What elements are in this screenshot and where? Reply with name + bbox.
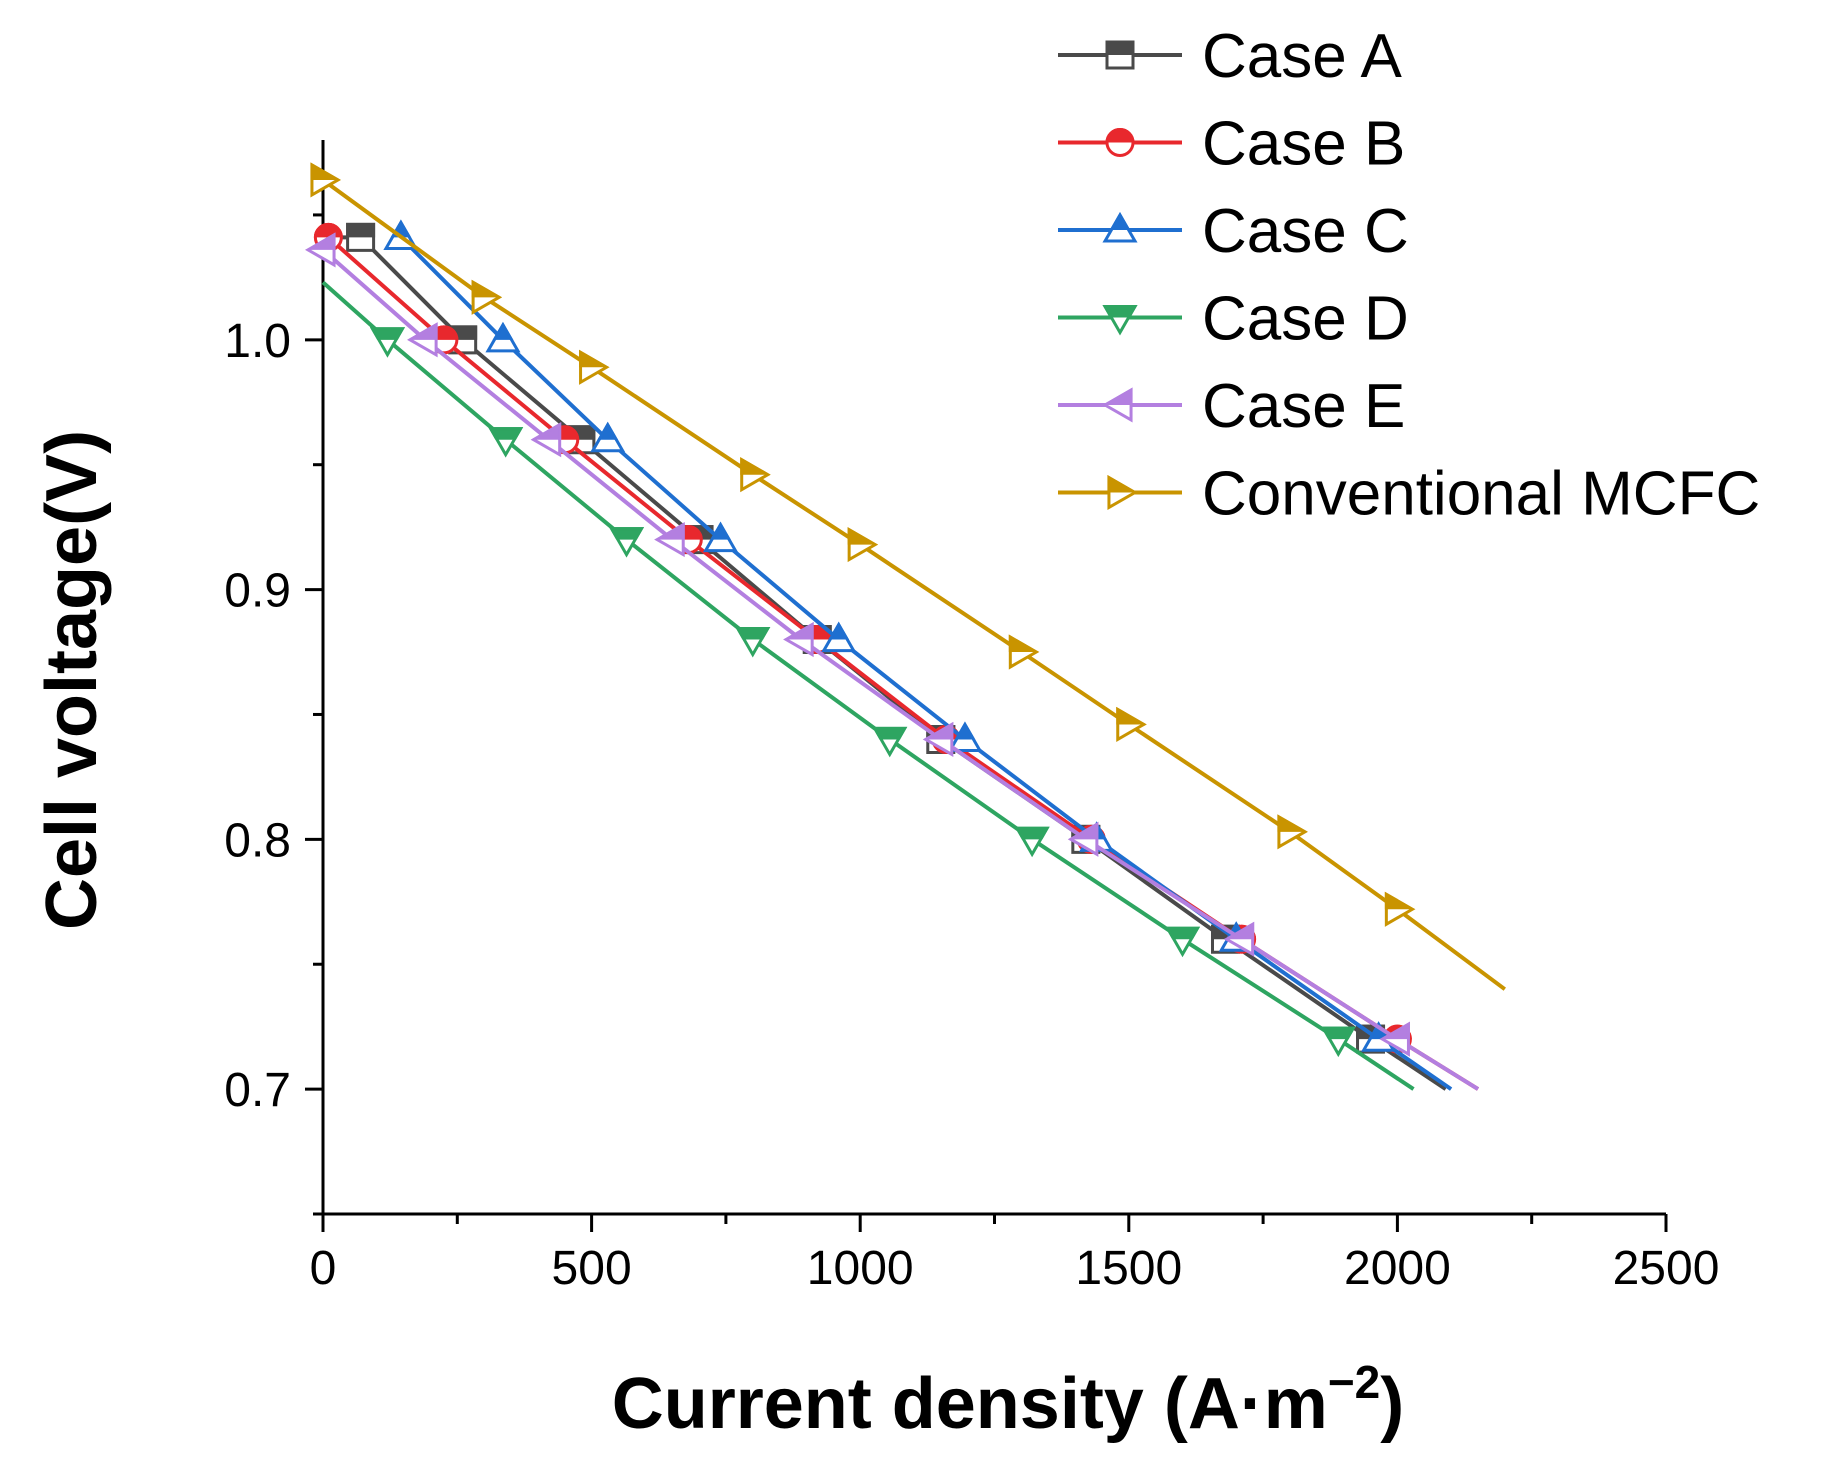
legend-label: Conventional MCFC	[1202, 460, 1760, 529]
marker	[369, 327, 406, 358]
marker	[1067, 821, 1099, 857]
series-case-a	[323, 222, 1447, 1091]
legend-item: Case A	[1058, 22, 1403, 91]
legend-item: Case B	[1058, 110, 1405, 179]
marker	[579, 349, 610, 385]
marker	[488, 427, 524, 458]
series-line	[399, 235, 1453, 1091]
marker	[1107, 474, 1138, 511]
marker	[735, 626, 771, 658]
marker	[1102, 212, 1138, 243]
marker	[922, 721, 954, 757]
legend-label: Case C	[1202, 197, 1409, 266]
marker	[305, 232, 336, 268]
marker	[872, 726, 908, 758]
marker	[1379, 1021, 1410, 1057]
legend: Case A Case B Case C Case D Case E Convention…	[1058, 22, 1760, 529]
legend-item: Case C	[1058, 197, 1409, 266]
legend-label: Case E	[1202, 372, 1405, 441]
marker	[485, 321, 521, 353]
marker	[740, 457, 771, 493]
y-tick-label: 0.7	[224, 1064, 291, 1117]
x-tick-label: 1000	[807, 1242, 914, 1295]
series-case-e	[305, 232, 1480, 1091]
marker	[471, 279, 503, 315]
series-line	[321, 280, 1415, 1091]
marker	[1014, 826, 1050, 858]
marker	[821, 621, 857, 653]
series-conventional-mcfc	[310, 162, 1506, 991]
x-tick-label: 2000	[1344, 1242, 1451, 1295]
legend-item: Conventional MCFC	[1058, 460, 1760, 529]
legend-label: Case B	[1202, 110, 1405, 179]
series-line	[327, 235, 1480, 1091]
y-tick-label: 1.0	[224, 315, 291, 368]
plot-series	[305, 162, 1506, 1091]
legend-item: Case E	[1058, 372, 1405, 441]
marker	[1384, 891, 1416, 927]
x-tick-label: 2500	[1613, 1242, 1720, 1295]
legend-label: Case D	[1202, 285, 1409, 354]
marker	[1008, 634, 1040, 670]
x-axis-title-main: Current density (A·m	[612, 1364, 1328, 1444]
legend-label: Case A	[1202, 22, 1403, 91]
marker	[1116, 706, 1147, 742]
marker	[1164, 926, 1201, 958]
x-tick-label: 1500	[1075, 1242, 1182, 1295]
marker	[530, 422, 562, 458]
axes: 0 500 1000 1500 2000 2500 0.7 0.8 0.9 1.0	[224, 140, 1719, 1295]
y-tick-label: 0.9	[224, 565, 291, 618]
marker	[847, 527, 879, 563]
marker	[654, 522, 685, 558]
marker	[783, 621, 814, 658]
x-axis-title: Current density (A·m−2)	[612, 1356, 1405, 1444]
series-case-b	[313, 222, 1480, 1091]
marker	[407, 322, 438, 358]
marker	[1105, 128, 1135, 157]
marker	[1320, 1026, 1356, 1058]
y-tick-label: 0.8	[224, 814, 291, 867]
legend-item: Case D	[1058, 285, 1409, 354]
x-axis-title-close: )	[1380, 1364, 1404, 1444]
marker	[1223, 921, 1255, 957]
y-axis-title: Cell voltage(V)	[32, 430, 112, 930]
marker	[1105, 40, 1135, 70]
marker	[702, 521, 739, 553]
marker	[1102, 387, 1133, 423]
marker	[608, 527, 645, 558]
marker	[1277, 814, 1308, 850]
series-line	[321, 248, 1480, 1091]
x-tick-label: 500	[552, 1242, 632, 1295]
marker	[346, 222, 376, 252]
x-axis-title-superscript: −2	[1328, 1356, 1380, 1408]
x-tick-label: 0	[310, 1242, 337, 1295]
series-case-d	[321, 280, 1415, 1091]
marker	[1102, 304, 1138, 336]
marker	[947, 721, 983, 752]
marker	[310, 162, 341, 198]
marker	[590, 421, 626, 453]
series-line	[321, 178, 1506, 991]
